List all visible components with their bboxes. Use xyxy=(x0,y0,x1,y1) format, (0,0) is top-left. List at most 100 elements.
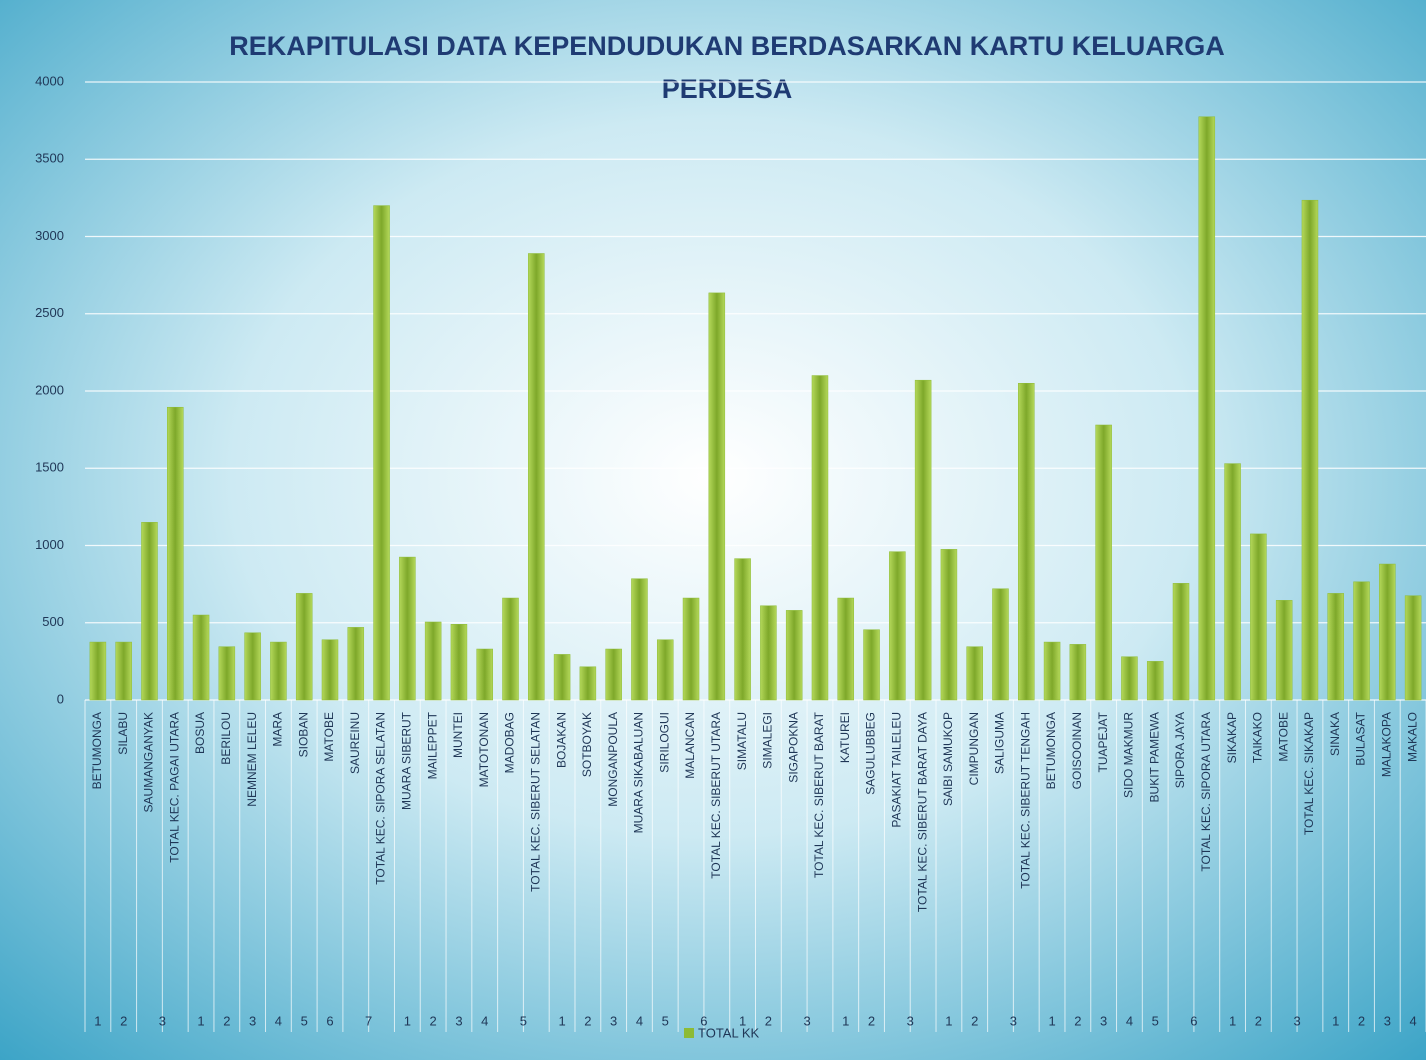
y-tick-label: 1500 xyxy=(35,460,64,475)
x-tick-label: MONGANPOULA xyxy=(606,712,620,807)
bar xyxy=(1250,533,1267,701)
bar xyxy=(502,597,519,701)
sub-category-label: 6 xyxy=(1190,1013,1197,1028)
x-tick-label: SAGULUBBEG xyxy=(864,712,878,795)
bar xyxy=(785,610,803,701)
sub-category-label: 1 xyxy=(739,1013,746,1028)
bar xyxy=(1121,656,1138,701)
x-tick-label: CIMPUNGAN xyxy=(967,712,981,785)
sub-category-label: 1 xyxy=(197,1013,204,1028)
x-tick-label: SALIGUMA xyxy=(993,712,1007,774)
sub-category-label: 2 xyxy=(971,1013,978,1028)
bar xyxy=(579,666,597,701)
sub-category-label: 1 xyxy=(404,1013,411,1028)
chart-title: REKAPITULASI DATA KEPENDUDUKAN BERDASARK… xyxy=(229,31,1225,104)
bar xyxy=(218,646,236,701)
bar xyxy=(115,641,132,701)
sub-category-label: 3 xyxy=(803,1013,810,1028)
x-tick-label: MALAKOPA xyxy=(1379,712,1393,777)
sub-category-label: 1 xyxy=(1332,1013,1339,1028)
bar xyxy=(1275,600,1293,701)
bar xyxy=(1198,116,1216,701)
x-tick-label: TOTAL KEC. SIKAKAP xyxy=(1302,712,1316,835)
bar xyxy=(1353,581,1370,701)
x-tick-label: SIMALEGI xyxy=(761,712,775,769)
sub-category-label: 2 xyxy=(1358,1013,1365,1028)
sub-category-label: 6 xyxy=(700,1013,707,1028)
x-tick-label: MUNTEI xyxy=(451,712,465,758)
x-tick-label: PASAKIAT TAILELEU xyxy=(890,712,904,828)
sub-category-label: 7 xyxy=(365,1013,372,1028)
sub-category-label: 4 xyxy=(1409,1013,1416,1028)
sub-category-label: 1 xyxy=(558,1013,565,1028)
x-tick-label: MATOBE xyxy=(322,712,336,762)
sub-category-label: 3 xyxy=(907,1013,914,1028)
bar xyxy=(1146,661,1164,701)
bar xyxy=(1404,595,1422,701)
bar xyxy=(167,406,184,701)
x-tick-label: BULASAT xyxy=(1354,711,1368,765)
sub-category-label: 3 xyxy=(610,1013,617,1028)
x-tick-label: TOTAL KEC. SIBERUT TENGAH xyxy=(1018,712,1032,889)
bar xyxy=(347,627,365,701)
bar xyxy=(1043,641,1061,701)
x-tick-label: BOSUA xyxy=(193,712,207,754)
sub-category-label: 1 xyxy=(1229,1013,1236,1028)
legend-swatch xyxy=(684,1028,694,1038)
x-tick-label: TOTAL KEC. SIBERUT BARAT xyxy=(812,711,826,878)
sub-category-label: 2 xyxy=(120,1013,127,1028)
sub-category-label: 2 xyxy=(430,1013,437,1028)
sub-category-label: 5 xyxy=(662,1013,669,1028)
bar xyxy=(734,558,751,701)
bar xyxy=(605,648,622,701)
bar xyxy=(1379,563,1396,701)
bar xyxy=(89,641,107,701)
bar xyxy=(270,641,287,701)
sub-category-label: 2 xyxy=(1074,1013,1081,1028)
bar xyxy=(1018,383,1035,701)
bar xyxy=(631,578,648,701)
bar xyxy=(682,597,700,701)
x-tick-label: BOJAKAN xyxy=(554,712,568,768)
x-tick-label: MATOTONAN xyxy=(477,712,491,787)
bar xyxy=(373,205,390,701)
bar xyxy=(1172,583,1190,701)
bar xyxy=(940,549,958,701)
x-tick-label: TOTAL KEC. SIBERUT SELATAN xyxy=(528,712,542,892)
bar xyxy=(1095,424,1112,701)
y-tick-label: 1000 xyxy=(35,537,64,552)
x-tick-label: KATUREI xyxy=(838,712,852,763)
sub-category-label: 3 xyxy=(1293,1013,1300,1028)
x-tick-label: SIDO MAKMUR xyxy=(1122,712,1136,798)
sub-category-label: 3 xyxy=(1010,1013,1017,1028)
x-tick-label: MARA xyxy=(271,712,285,747)
x-tick-label: SIMATALU xyxy=(735,712,749,770)
sub-category-label: 3 xyxy=(1100,1013,1107,1028)
bar xyxy=(295,593,313,701)
x-tick-label: TOTAL KEC. SIPORA SELATAN xyxy=(374,712,388,885)
x-tick-label: GOISOOINAN xyxy=(1070,712,1084,789)
bar xyxy=(966,646,983,701)
sub-category-label: 4 xyxy=(481,1013,488,1028)
x-tick-label: TOTAL KEC. SIBERUT BARAT DAYA xyxy=(915,712,929,912)
x-tick-label: SINAKA xyxy=(1328,712,1342,756)
bar xyxy=(1327,593,1344,701)
y-tick-label: 0 xyxy=(57,691,64,706)
x-tick-label: TUAPEJAT xyxy=(1096,711,1110,772)
sub-category-label: 2 xyxy=(584,1013,591,1028)
x-tick-label: SAIBI SAMUKOP xyxy=(941,712,955,806)
x-tick-label: SAUMANGANYAK xyxy=(142,712,156,812)
sub-category-label: 5 xyxy=(520,1013,527,1028)
x-tick-label: BETUMONGA xyxy=(1044,712,1058,789)
x-tick-label: MAKALO xyxy=(1405,712,1419,762)
bar xyxy=(424,621,442,701)
x-tick-label: BETUMONGA xyxy=(90,712,104,789)
sub-category-label: 6 xyxy=(326,1013,333,1028)
x-tick-label: SAUREINU xyxy=(348,712,362,774)
y-tick-label: 500 xyxy=(42,614,64,629)
bar xyxy=(811,375,829,701)
x-tick-label: SIRILOGUI xyxy=(657,712,671,773)
sub-category-label: 5 xyxy=(301,1013,308,1028)
x-tick-label: SIOBAN xyxy=(296,712,310,757)
